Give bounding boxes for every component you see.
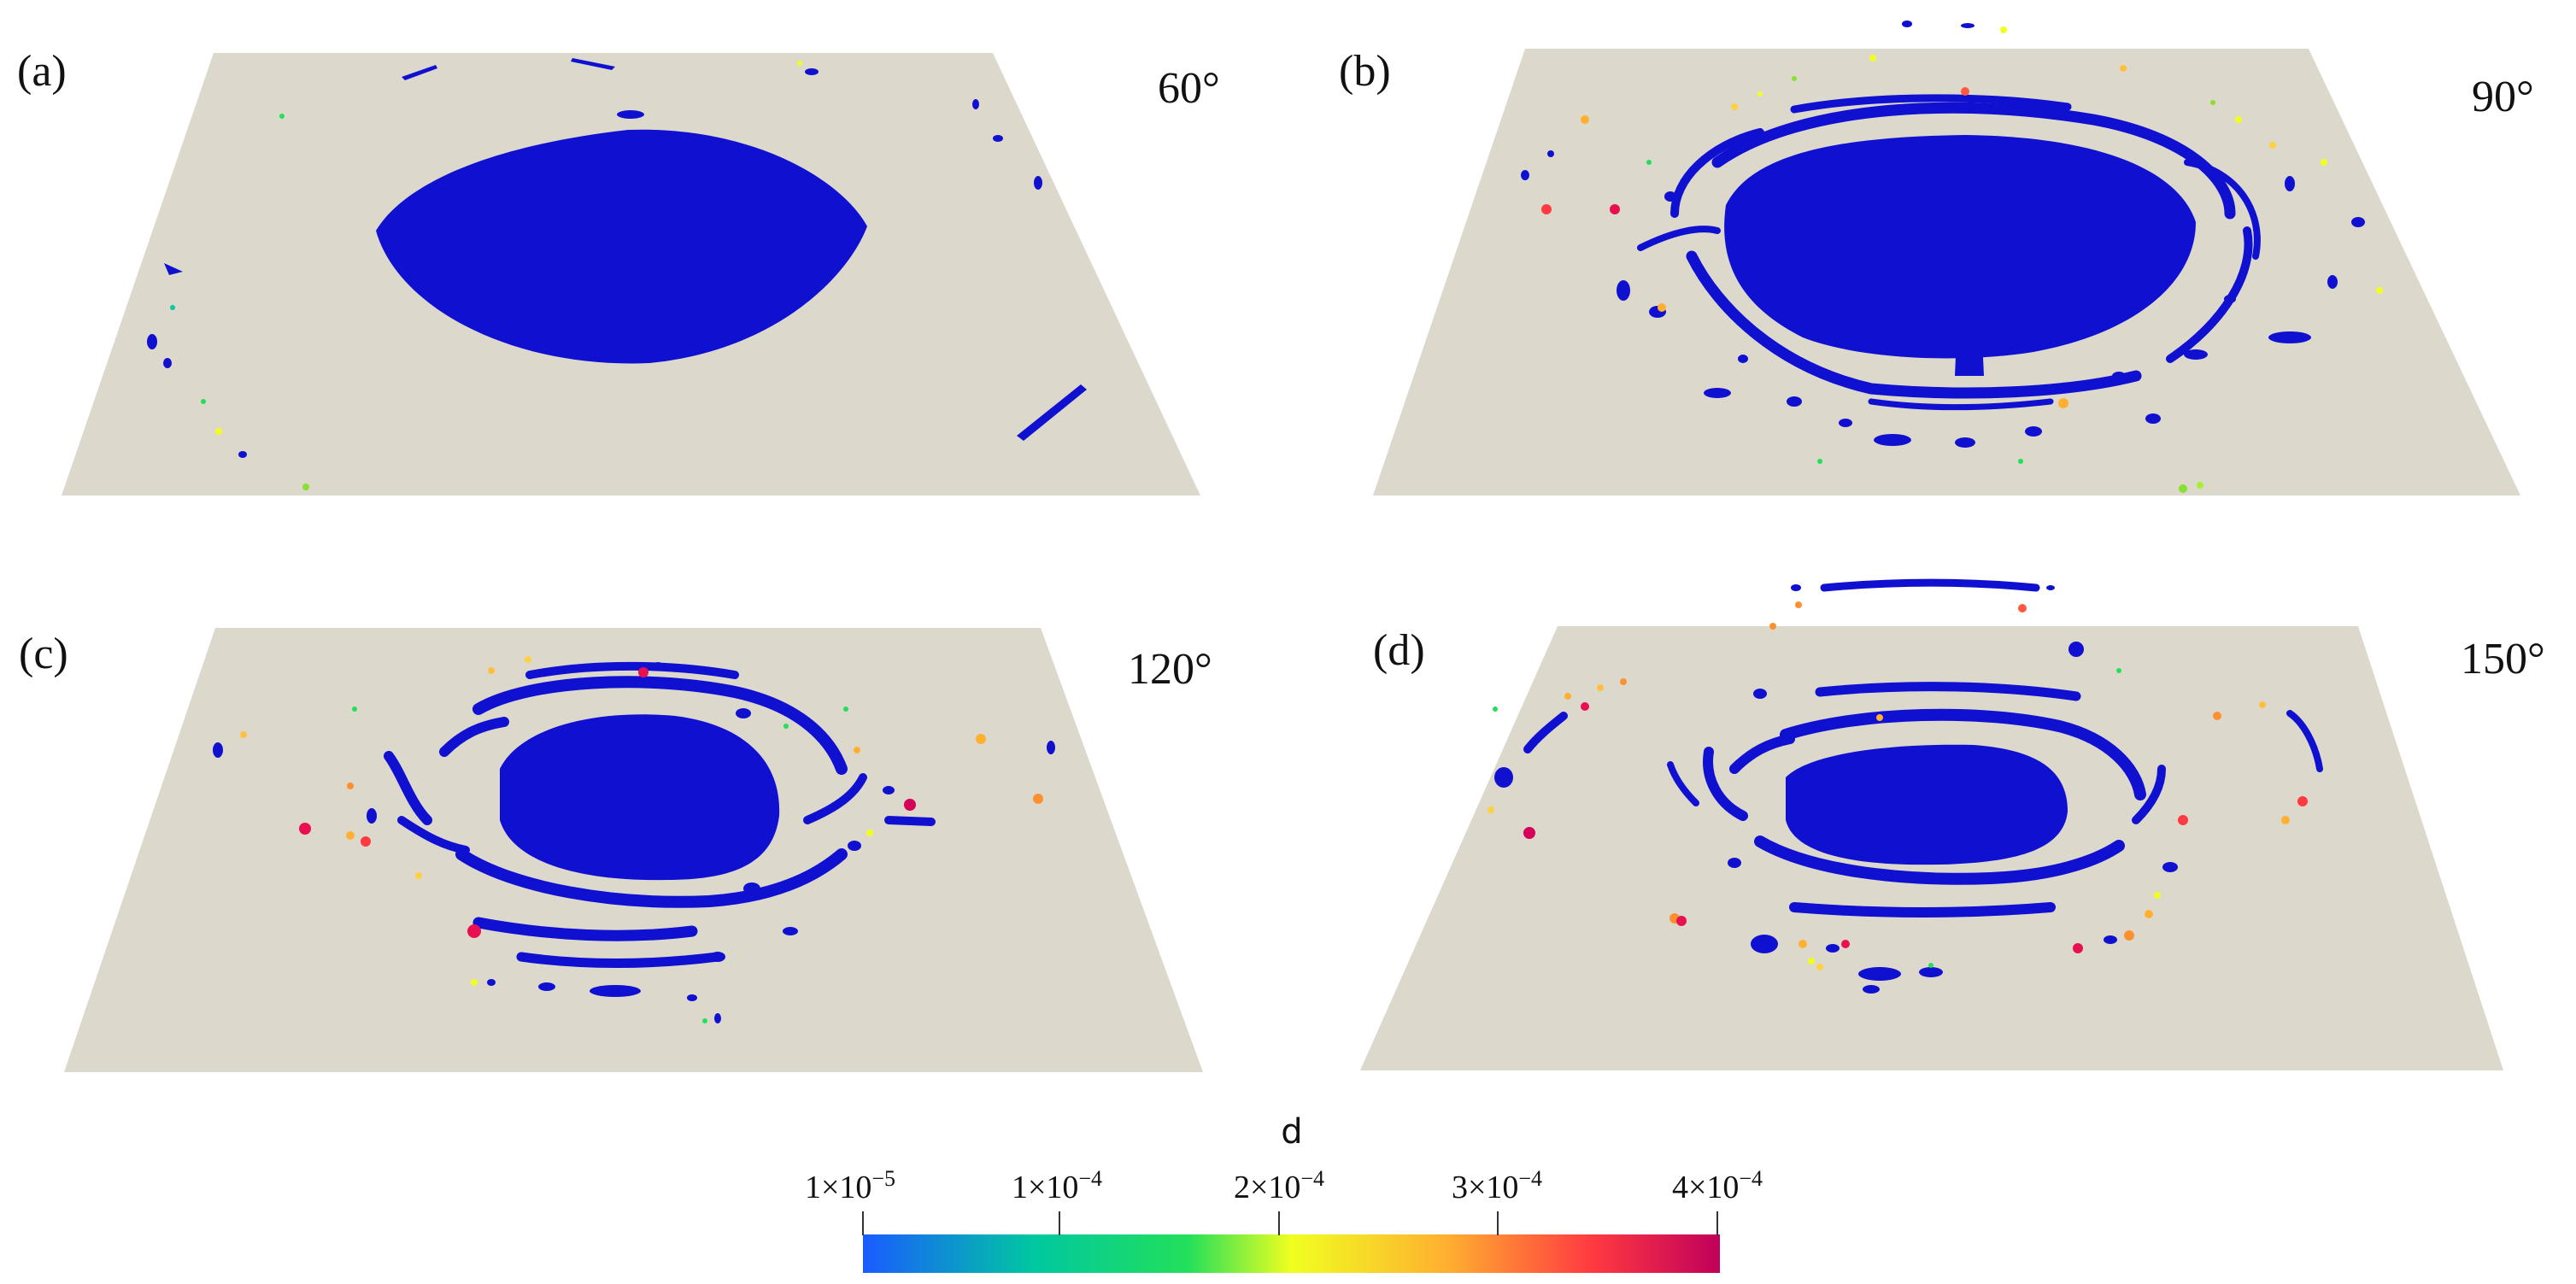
tick-mantissa: 2×10 <box>1234 1170 1300 1205</box>
filament-rings <box>1523 578 2323 918</box>
colorbar-tick-label: 2×10−4 <box>1234 1166 1324 1205</box>
panel-c: (c) 120° <box>19 628 1212 1072</box>
colorbar-gradient <box>863 1234 1720 1273</box>
filament-rings <box>384 661 936 968</box>
tick-mantissa: 1×10 <box>1012 1170 1078 1205</box>
panel-label: (c) <box>19 630 68 678</box>
panel-d: (d) 150° <box>1360 578 2545 1070</box>
panel-label: (a) <box>17 47 67 96</box>
particle-markers <box>170 61 802 490</box>
angle-label: 150° <box>2461 635 2545 683</box>
tick-exponent: −4 <box>1300 1166 1324 1191</box>
tick-exponent: −5 <box>871 1166 895 1191</box>
droplet-fragments <box>1521 21 2365 448</box>
particle-markers <box>1488 601 2308 970</box>
droplet-surface <box>1724 135 2196 376</box>
droplet-fragments <box>1494 584 2178 994</box>
filament-rings <box>1637 94 2261 411</box>
colorbar-tick-label: 3×10−4 <box>1452 1166 1542 1205</box>
tick-exponent: −4 <box>1518 1166 1542 1191</box>
angle-label: 90° <box>2472 73 2534 121</box>
droplet-surface <box>147 58 1087 458</box>
tick-mantissa: 1×10 <box>805 1170 871 1205</box>
tick-mantissa: 3×10 <box>1452 1170 1518 1205</box>
panel-label: (d) <box>1373 626 1425 675</box>
panel-a: (a) 60° <box>17 47 1220 495</box>
colorbar: d 1×10−5 1×10−4 2×10−4 3×10−4 4×10−4 <box>805 1112 1763 1273</box>
tick-mantissa: 4×10 <box>1672 1170 1739 1205</box>
droplet-fragments <box>213 662 1055 1023</box>
colorbar-tick-label: 1×10−5 <box>805 1166 895 1205</box>
panel-label: (b) <box>1339 47 1391 96</box>
colorbar-title: d <box>1281 1112 1302 1152</box>
colorbar-tick-label: 1×10−4 <box>1012 1166 1102 1205</box>
droplet-surface <box>500 714 780 881</box>
panel-b: (b) 90° <box>1339 21 2534 495</box>
particle-markers <box>1541 26 2383 493</box>
angle-label: 120° <box>1128 645 1212 694</box>
tick-exponent: −4 <box>1078 1166 1102 1191</box>
tick-exponent: −4 <box>1739 1166 1763 1191</box>
droplet-surface <box>1786 744 2068 865</box>
colorbar-ticks <box>862 1211 1718 1235</box>
angle-label: 60° <box>1158 64 1220 113</box>
particle-markers <box>240 656 1043 1023</box>
colorbar-tick-label: 4×10−4 <box>1672 1166 1763 1205</box>
